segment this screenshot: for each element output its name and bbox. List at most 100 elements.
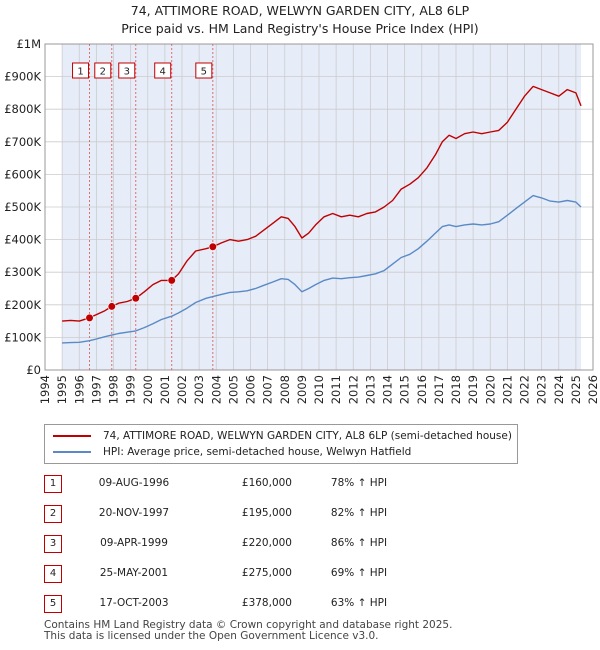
table-row: 2 20-NOV-1997 £195,000 82% ↑ HPI bbox=[44, 502, 444, 523]
row-number: 1 bbox=[44, 475, 62, 493]
footer-license: This data is licensed under the Open Gov… bbox=[44, 630, 379, 642]
row-price: £275,000 bbox=[241, 567, 292, 579]
chart-subtitle: Price paid vs. HM Land Registry's House … bbox=[121, 21, 479, 36]
x-tick-label: 1999 bbox=[124, 375, 138, 404]
row-price: £378,000 bbox=[241, 597, 292, 609]
x-tick-label: 2024 bbox=[552, 375, 566, 404]
x-tick-label: 2012 bbox=[346, 375, 360, 404]
transaction-marker-box bbox=[118, 62, 136, 79]
y-tick-label: £900K bbox=[4, 70, 41, 84]
row-number: 4 bbox=[44, 565, 62, 583]
sale-point bbox=[107, 302, 116, 311]
price-chart: £0 £100K £200K £300K £400K £500K £600K £700K £80… bbox=[4, 37, 600, 404]
x-tick-label: 2018 bbox=[449, 375, 463, 404]
transaction-marker-box bbox=[195, 62, 213, 79]
transaction-marker-box bbox=[154, 62, 172, 79]
y-tick-label: £400K bbox=[4, 233, 41, 247]
y-tick-label: £200K bbox=[4, 298, 41, 312]
x-tick-label: 1994 bbox=[38, 375, 52, 404]
x-tick-label: 2000 bbox=[141, 375, 155, 404]
legend-red-label: 74, ATTIMORE ROAD, WELWYN GARDEN CITY, A… bbox=[103, 430, 512, 442]
row-hpi: 86% ↑ HPI bbox=[330, 537, 388, 549]
transaction-marker-number: 3 bbox=[124, 67, 130, 78]
row-date: 09-AUG-1996 bbox=[98, 477, 170, 489]
property-series-line bbox=[62, 85, 582, 322]
y-tick-label: £100K bbox=[4, 330, 41, 344]
x-tick-label: 2019 bbox=[466, 375, 480, 404]
x-tick-label: 2020 bbox=[483, 375, 497, 404]
x-tick-label: 2007 bbox=[261, 375, 275, 404]
row-number: 2 bbox=[44, 505, 62, 523]
y-tick-label: £700K bbox=[4, 135, 41, 149]
x-tick-label: 2002 bbox=[175, 375, 189, 404]
x-tick-label: 2022 bbox=[518, 375, 532, 404]
y-tick-label: £500K bbox=[4, 200, 41, 214]
legend-blue-line bbox=[53, 451, 91, 453]
row-price: £220,000 bbox=[241, 537, 292, 549]
transaction-marker-number: 5 bbox=[201, 67, 207, 78]
x-tick-label: 1995 bbox=[55, 375, 69, 404]
table-row: 5 17-OCT-2003 £378,000 63% ↑ HPI bbox=[44, 592, 444, 613]
row-date: 17-OCT-2003 bbox=[99, 597, 169, 609]
sale-point bbox=[131, 294, 140, 303]
y-tick-label: £300K bbox=[4, 265, 41, 279]
x-tick-label: 2004 bbox=[209, 375, 223, 404]
row-date: 20-NOV-1997 bbox=[98, 507, 170, 519]
row-hpi: 63% ↑ HPI bbox=[330, 597, 388, 609]
table-row: 1 09-AUG-1996 £160,000 78% ↑ HPI bbox=[44, 472, 444, 493]
y-tick-label: £0 bbox=[26, 363, 41, 377]
x-tick-label: 1998 bbox=[107, 375, 121, 404]
row-hpi: 82% ↑ HPI bbox=[330, 507, 388, 519]
row-date: 25-MAY-2001 bbox=[99, 567, 169, 579]
row-price: £195,000 bbox=[241, 507, 292, 519]
legend-item-property: 74, ATTIMORE ROAD, WELWYN GARDEN CITY, A… bbox=[53, 428, 512, 444]
legend-item-hpi: HPI: Average price, semi-detached house,… bbox=[53, 444, 411, 460]
x-tick-label: 2016 bbox=[415, 375, 429, 404]
legend-red-line bbox=[53, 435, 91, 437]
hpi-series-line bbox=[62, 194, 582, 344]
x-tick-label: 2014 bbox=[381, 375, 395, 404]
x-tick-label: 2011 bbox=[329, 375, 343, 404]
footer-copyright: Contains HM Land Registry data © Crown c… bbox=[44, 619, 453, 631]
x-tick-label: 1996 bbox=[72, 375, 86, 404]
row-price: £160,000 bbox=[241, 477, 292, 489]
x-tick-label: 2003 bbox=[192, 375, 206, 404]
row-date: 09-APR-1999 bbox=[100, 537, 168, 549]
x-tick-label: 2026 bbox=[586, 375, 600, 404]
footer: Contains HM Land Registry data © Crown c… bbox=[44, 620, 452, 642]
x-tick-label: 1997 bbox=[89, 375, 103, 404]
x-tick-label: 2008 bbox=[278, 375, 292, 404]
transaction-marker-number: 1 bbox=[77, 67, 83, 78]
table-row: 4 25-MAY-2001 £275,000 69% ↑ HPI bbox=[44, 562, 444, 583]
transaction-marker-box bbox=[72, 62, 90, 79]
transaction-marker-number: 2 bbox=[100, 67, 106, 78]
sale-point bbox=[85, 313, 94, 322]
transaction-marker-number: 4 bbox=[160, 67, 166, 78]
x-tick-label: 2006 bbox=[244, 375, 258, 404]
x-tick-label: 2001 bbox=[158, 375, 172, 404]
x-tick-label: 2015 bbox=[398, 375, 412, 404]
x-tick-label: 2013 bbox=[363, 375, 377, 404]
plot-border bbox=[44, 43, 594, 371]
x-tick-label: 2023 bbox=[535, 375, 549, 404]
x-tick-label: 2010 bbox=[312, 375, 326, 404]
row-hpi: 69% ↑ HPI bbox=[330, 567, 388, 579]
row-hpi: 78% ↑ HPI bbox=[330, 477, 388, 489]
sale-point bbox=[208, 242, 217, 251]
transaction-marker-box bbox=[94, 62, 112, 79]
row-number: 5 bbox=[44, 595, 62, 613]
x-tick-label: 2021 bbox=[500, 375, 514, 404]
table-row: 3 09-APR-1999 £220,000 86% ↑ HPI bbox=[44, 532, 444, 553]
x-tick-label: 2017 bbox=[432, 375, 446, 404]
legend-blue-label: HPI: Average price, semi-detached house,… bbox=[103, 446, 412, 458]
y-tick-label: £1M bbox=[16, 37, 41, 51]
sale-point bbox=[167, 276, 176, 285]
y-tick-label: £600K bbox=[4, 167, 41, 181]
x-tick-label: 2025 bbox=[569, 375, 583, 404]
x-tick-label: 2005 bbox=[226, 375, 240, 404]
y-tick-label: £800K bbox=[4, 102, 41, 116]
legend: 74, ATTIMORE ROAD, WELWYN GARDEN CITY, A… bbox=[44, 424, 518, 464]
row-number: 3 bbox=[44, 535, 62, 553]
chart-title: 74, ATTIMORE ROAD, WELWYN GARDEN CITY, A… bbox=[130, 3, 470, 18]
x-tick-label: 2009 bbox=[295, 375, 309, 404]
